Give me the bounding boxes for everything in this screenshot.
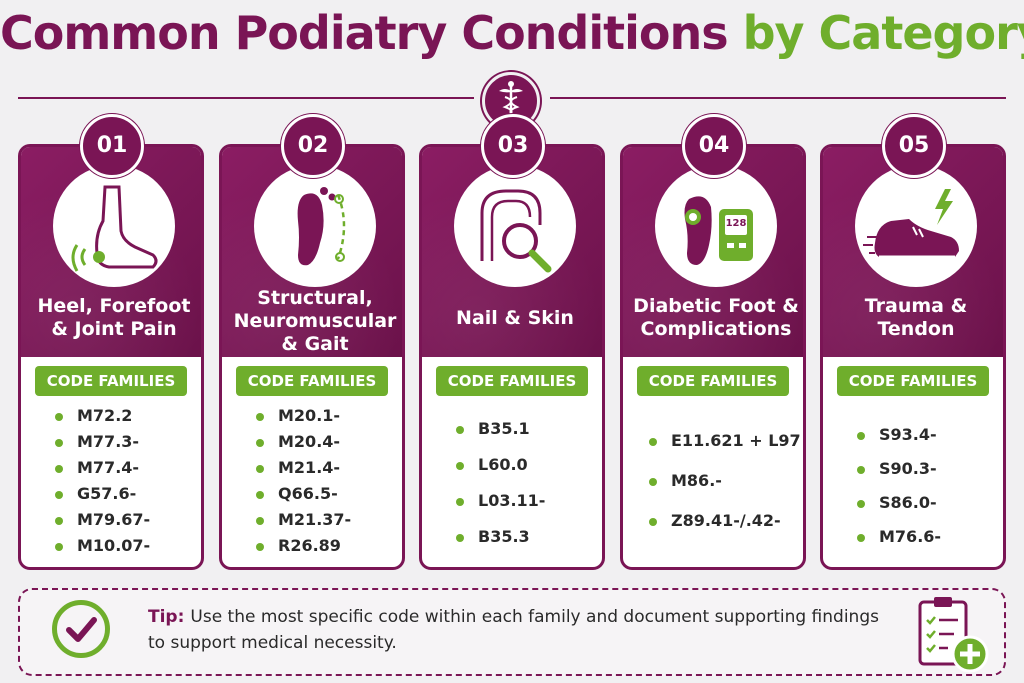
code-list: E11.621 + L97 M86.- Z89.41-/.42- (649, 431, 801, 551)
clipboard-plus-icon (910, 596, 1000, 678)
title-divider-right (550, 97, 1006, 99)
list-item: B35.1 (456, 419, 545, 455)
category-number-badge: 05 (882, 114, 946, 178)
code-families-label: CODE FAMILIES (837, 366, 989, 396)
card-header: Nail & Skin (422, 147, 602, 357)
category-number-badge: 04 (682, 114, 746, 178)
page-title: Common Podiatry Conditions by Category (0, 6, 1024, 60)
list-item: S90.3- (857, 459, 941, 493)
category-number-badge: 02 (281, 114, 345, 178)
list-item: M72.2 (55, 406, 150, 432)
card-header: Trauma & Tendon (823, 147, 1003, 357)
nail-magnifier-icon (454, 165, 576, 287)
tip-box: Tip: Use the most specific code within ea… (18, 588, 1006, 676)
foot-pain-icon (53, 165, 175, 287)
list-item: B35.3 (456, 527, 545, 563)
list-item: L03.11- (456, 491, 545, 527)
checkmark-icon (52, 600, 110, 658)
list-item: L60.0 (456, 455, 545, 491)
category-card-1: Heel, Forefoot & Joint Pain CODE FAMILIE… (18, 144, 204, 570)
title-main: Common Podiatry Conditions (0, 6, 729, 60)
list-item: M21.37- (256, 510, 351, 536)
list-item: S93.4- (857, 425, 941, 459)
code-families-label: CODE FAMILIES (236, 366, 388, 396)
card-header: Structural, Neuromuscular & Gait (222, 147, 402, 357)
code-list: M72.2 M77.3- M77.4- G57.6- M79.67- M10.0… (55, 406, 150, 562)
card-header: 128 Diabetic Foot & Complications (623, 147, 803, 357)
list-item: S86.0- (857, 493, 941, 527)
category-card-5: Trauma & Tendon CODE FAMILIES S93.4- S90… (820, 144, 1006, 570)
title-accent: by Category (742, 6, 1024, 60)
list-item: E11.621 + L97 (649, 431, 801, 471)
category-name: Nail & Skin (456, 307, 574, 329)
list-item: M86.- (649, 471, 801, 511)
list-item: Z89.41-/.42- (649, 511, 801, 551)
card-header: Heel, Forefoot & Joint Pain (21, 147, 201, 357)
list-item: M79.67- (55, 510, 150, 536)
meter-reading: 128 (725, 218, 747, 229)
code-families-label: CODE FAMILIES (35, 366, 187, 396)
code-list: M20.1- M20.4- M21.4- Q66.5- M21.37- R26.… (256, 406, 351, 562)
list-item: G57.6- (55, 484, 150, 510)
list-item: M21.4- (256, 458, 351, 484)
category-name: Diabetic Foot & Complications (633, 295, 799, 340)
code-families-label: CODE FAMILIES (637, 366, 789, 396)
title-divider-left (18, 97, 474, 99)
glucose-meter-icon: 128 (655, 165, 777, 287)
list-item: Q66.5- (256, 484, 351, 510)
category-card-2: Structural, Neuromuscular & Gait CODE FA… (219, 144, 405, 570)
tip-message: Use the most specific code within each f… (148, 607, 879, 653)
category-name: Structural, Neuromuscular & Gait (233, 287, 397, 355)
sneaker-injury-icon (855, 165, 977, 287)
code-list: S93.4- S90.3- S86.0- M76.6- (857, 425, 941, 561)
list-item: R26.89 (256, 536, 351, 562)
list-item: M10.07- (55, 536, 150, 562)
list-item: M20.1- (256, 406, 351, 432)
category-card-4: 128 Diabetic Foot & Complications CODE F… (620, 144, 806, 570)
category-card-3: Nail & Skin CODE FAMILIES B35.1 L60.0 L0… (419, 144, 605, 570)
code-families-label: CODE FAMILIES (436, 366, 588, 396)
code-list: B35.1 L60.0 L03.11- B35.3 (456, 419, 545, 563)
category-number-badge: 01 (80, 114, 144, 178)
tip-text: Tip: Use the most specific code within ea… (148, 604, 888, 656)
list-item: M77.4- (55, 458, 150, 484)
category-name: Heel, Forefoot & Joint Pain (37, 295, 191, 340)
foot-sole-gait-icon (254, 165, 376, 287)
list-item: M76.6- (857, 527, 941, 561)
category-name: Trauma & Tendon (864, 295, 968, 340)
list-item: M77.3- (55, 432, 150, 458)
tip-label: Tip: (148, 607, 185, 627)
list-item: M20.4- (256, 432, 351, 458)
category-number-badge: 03 (481, 114, 545, 178)
